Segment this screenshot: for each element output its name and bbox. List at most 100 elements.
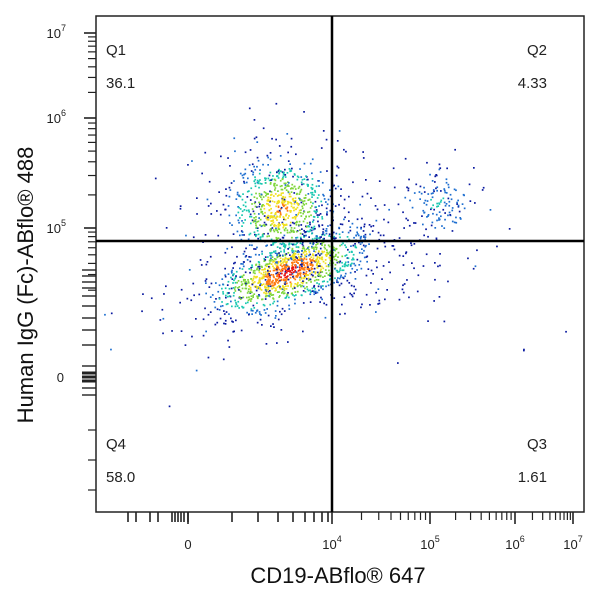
event-dot (290, 210, 292, 212)
event-dot (294, 298, 296, 301)
event-dot (291, 263, 294, 265)
event-dot (270, 179, 272, 181)
event-dot (345, 264, 348, 267)
event-dot (315, 260, 317, 262)
event-dot (312, 254, 315, 257)
event-dot (457, 204, 460, 207)
event-dot (226, 303, 229, 305)
event-dot (354, 243, 356, 245)
event-dot (290, 137, 293, 140)
event-dot (284, 224, 287, 226)
event-dot (363, 225, 366, 228)
event-dot (321, 224, 324, 226)
event-dot (289, 195, 292, 198)
event-dot (292, 175, 294, 178)
event-dot (273, 300, 276, 303)
event-dot (252, 309, 254, 312)
event-dot (453, 221, 456, 224)
event-dot (227, 157, 229, 159)
event-dot (440, 215, 442, 218)
event-dot (313, 225, 316, 228)
event-dot (233, 262, 235, 265)
event-dot (281, 223, 284, 225)
event-dot (296, 274, 299, 277)
event-dot (427, 214, 430, 216)
event-dot (427, 235, 429, 238)
event-dot (291, 261, 293, 264)
quadrant-q2-name: Q2 (527, 42, 547, 59)
event-dot (253, 119, 256, 121)
event-dot (231, 269, 233, 272)
event-dot (307, 289, 310, 292)
event-dot (249, 260, 252, 263)
event-dot (179, 207, 182, 210)
event-dot (297, 176, 300, 179)
event-dot (261, 250, 263, 253)
event-dot (207, 313, 210, 316)
event-dot (351, 295, 354, 298)
event-dot (297, 213, 299, 216)
event-dot (308, 215, 310, 218)
event-dot (305, 250, 307, 253)
event-dot (364, 245, 367, 248)
event-dot (282, 288, 285, 291)
event-dot (268, 267, 271, 269)
event-dot (286, 282, 288, 285)
event-dot (257, 265, 260, 268)
event-dot (299, 190, 302, 193)
event-dot (327, 264, 330, 266)
event-dot (296, 251, 299, 253)
event-dot (318, 225, 321, 228)
event-dot (221, 278, 224, 280)
event-dot (276, 200, 279, 203)
event-dot (262, 273, 265, 276)
event-dot (326, 253, 329, 255)
event-dot (311, 183, 314, 186)
event-dot (320, 268, 322, 271)
event-dot (429, 173, 431, 176)
event-dot (242, 177, 245, 179)
event-dot (310, 214, 312, 217)
event-dot (285, 203, 287, 206)
event-dot (311, 287, 314, 290)
event-dot (238, 221, 240, 224)
event-dot (291, 251, 294, 254)
event-dot (303, 236, 305, 238)
event-dot (398, 237, 401, 239)
event-dot (320, 265, 323, 268)
event-dot (337, 281, 339, 284)
event-dot (254, 272, 256, 275)
event-dot (234, 281, 237, 284)
event-dot (329, 189, 331, 191)
event-dot (323, 280, 325, 283)
event-dot (378, 302, 381, 305)
event-dot (255, 263, 258, 266)
event-dot (337, 261, 340, 263)
event-dot (301, 255, 303, 258)
event-dot (303, 272, 306, 275)
event-dot (249, 215, 251, 218)
event-dot (261, 324, 263, 326)
event-dot (271, 285, 273, 288)
event-dot (334, 187, 337, 190)
event-dot (278, 291, 280, 293)
event-dot (367, 268, 370, 270)
event-dot (291, 236, 293, 239)
event-dot (323, 302, 325, 305)
event-dot (292, 266, 294, 269)
event-dot (316, 263, 318, 265)
event-dot (300, 281, 303, 284)
event-dot (263, 291, 265, 294)
event-dot (307, 185, 309, 187)
event-dot (307, 274, 310, 277)
event-dot (267, 274, 270, 276)
event-dot (443, 189, 446, 192)
event-dot (323, 234, 326, 236)
event-dot (248, 164, 251, 166)
event-dot (186, 297, 189, 300)
event-dot (290, 145, 293, 148)
event-dot (271, 284, 274, 287)
event-dot (318, 283, 320, 285)
event-dot (319, 274, 322, 277)
